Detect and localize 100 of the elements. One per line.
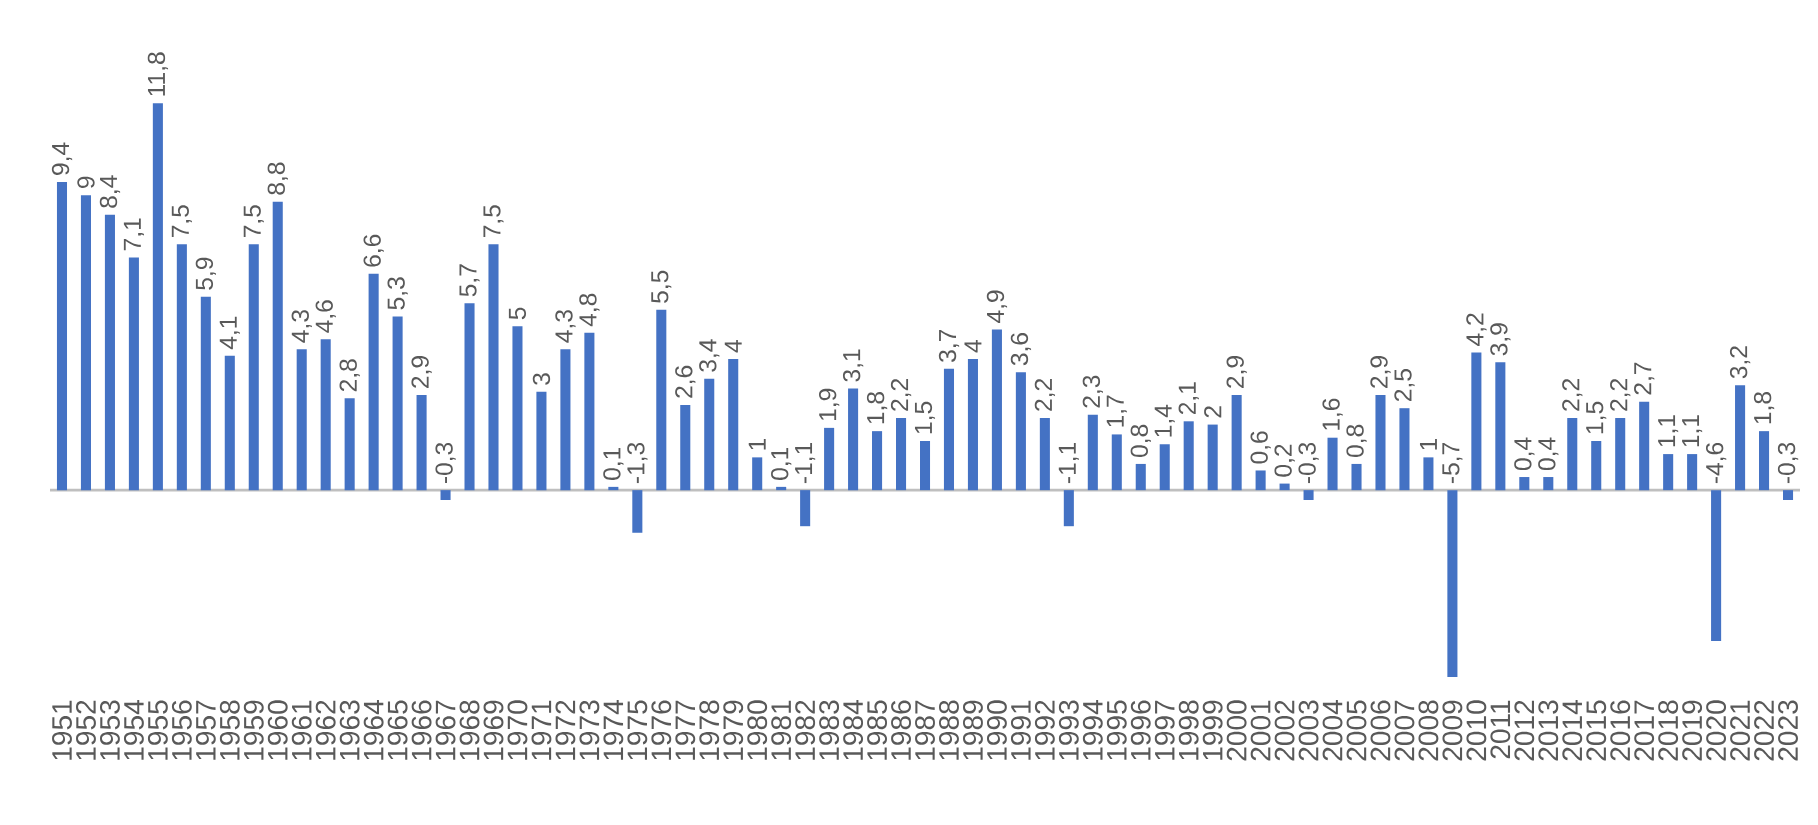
bar — [1111, 434, 1122, 491]
bar — [80, 195, 91, 491]
bar — [128, 257, 139, 491]
data-label: 1,8 — [866, 392, 888, 424]
data-label: 1,1 — [1658, 415, 1679, 447]
bar — [488, 244, 499, 491]
bar — [512, 326, 523, 491]
x-tick-label: 1982 — [795, 700, 816, 760]
x-tick-label: 1986 — [891, 700, 911, 760]
bar — [824, 427, 835, 491]
x-tick-label: 1973 — [579, 700, 600, 760]
bar — [967, 359, 978, 491]
x-tick-label: 2014 — [1562, 700, 1583, 761]
data-label: 2,2 — [1034, 379, 1056, 411]
x-tick-label: 1976 — [651, 700, 672, 760]
bar — [560, 349, 571, 491]
data-label: 1,6 — [1322, 398, 1343, 430]
data-label: 2,1 — [1178, 382, 1199, 415]
data-label: 1,5 — [1586, 401, 1607, 434]
data-label: 5,5 — [651, 270, 672, 303]
bar — [1759, 431, 1770, 491]
bar — [272, 201, 283, 491]
data-label: 2,8 — [339, 359, 360, 392]
bar — [728, 359, 739, 491]
data-label: 2,2 — [1562, 379, 1583, 411]
x-tick-label: 1975 — [627, 700, 648, 760]
x-tick-label: 2001 — [1250, 700, 1271, 761]
data-label: 0,4 — [1538, 437, 1559, 471]
bar — [320, 339, 331, 491]
x-tick-label: 1991 — [1010, 700, 1031, 760]
data-label: -1,1 — [795, 443, 816, 484]
x-tick-label: 1994 — [1082, 700, 1103, 760]
data-label: 3,4 — [699, 339, 720, 372]
data-label: 9 — [77, 176, 95, 188]
x-tick-label: 1981 — [771, 700, 792, 760]
x-tick-label: 1952 — [76, 700, 96, 760]
bar — [1303, 490, 1314, 500]
data-label: 3,1 — [842, 349, 864, 382]
x-tick-label: 1990 — [986, 700, 1007, 760]
data-label: 7,5 — [243, 205, 264, 238]
data-label: 1 — [1419, 438, 1437, 450]
data-label: 11,8 — [147, 52, 169, 96]
bar — [416, 395, 427, 491]
data-label: 7,1 — [123, 218, 144, 251]
bar — [584, 332, 595, 491]
x-tick-label: 1984 — [843, 700, 864, 760]
x-tick-label: 2017 — [1634, 700, 1655, 761]
x-tick-label: 2015 — [1586, 700, 1607, 761]
bar — [991, 329, 1002, 491]
data-label: 3,7 — [938, 329, 960, 362]
x-tick-label: 1997 — [1154, 700, 1175, 760]
x-tick-label: 1988 — [939, 700, 959, 760]
bar — [296, 349, 307, 491]
data-label: 1,4 — [1154, 404, 1175, 437]
x-tick-label: 2009 — [1442, 700, 1463, 761]
bar — [1207, 424, 1218, 491]
bar — [248, 244, 259, 491]
x-tick-label: 2010 — [1466, 700, 1487, 761]
data-label: 2,6 — [675, 365, 696, 398]
bar — [848, 388, 859, 491]
data-label: 2,2 — [890, 379, 912, 411]
bar — [1351, 463, 1362, 491]
x-tick-label: 1993 — [1058, 700, 1079, 760]
bar — [632, 490, 643, 533]
bar — [800, 490, 811, 527]
x-tick-label: 2016 — [1610, 700, 1631, 761]
data-label: 5,9 — [195, 257, 216, 290]
bar — [752, 457, 763, 491]
data-label: -0,3 — [1298, 442, 1319, 484]
bar — [1567, 418, 1578, 491]
bar — [1399, 408, 1410, 491]
bar — [1591, 440, 1602, 491]
data-label: 7,5 — [483, 205, 504, 238]
bar — [1375, 395, 1386, 491]
bar — [1327, 437, 1338, 491]
data-label: 2,9 — [1370, 356, 1391, 388]
x-tick-label: 1955 — [147, 700, 168, 760]
x-tick-label: 1970 — [507, 700, 528, 760]
bar — [1615, 418, 1626, 491]
x-tick-label: 1968 — [459, 700, 480, 760]
bar — [1495, 362, 1506, 491]
bar — [704, 378, 715, 491]
x-tick-label: 1989 — [963, 700, 983, 760]
x-tick-label: 1957 — [195, 700, 216, 760]
x-tick-label: 1996 — [1130, 700, 1151, 760]
data-label: 4 — [964, 340, 982, 353]
bar — [176, 244, 187, 491]
x-tick-label: 1965 — [387, 700, 408, 760]
x-tick-label: 2013 — [1538, 700, 1559, 761]
data-label: 0,8 — [1346, 424, 1367, 458]
bar — [440, 490, 451, 500]
data-label: 4,9 — [986, 290, 1008, 323]
bar — [1255, 470, 1266, 491]
bar — [776, 486, 787, 491]
x-tick-label: 1998 — [1178, 700, 1199, 760]
bar — [1639, 401, 1650, 491]
data-label: 3,2 — [1729, 346, 1751, 379]
x-tick-label: 1951 — [52, 700, 72, 760]
data-label: 5 — [508, 307, 527, 320]
x-tick-label: 1980 — [747, 700, 768, 760]
